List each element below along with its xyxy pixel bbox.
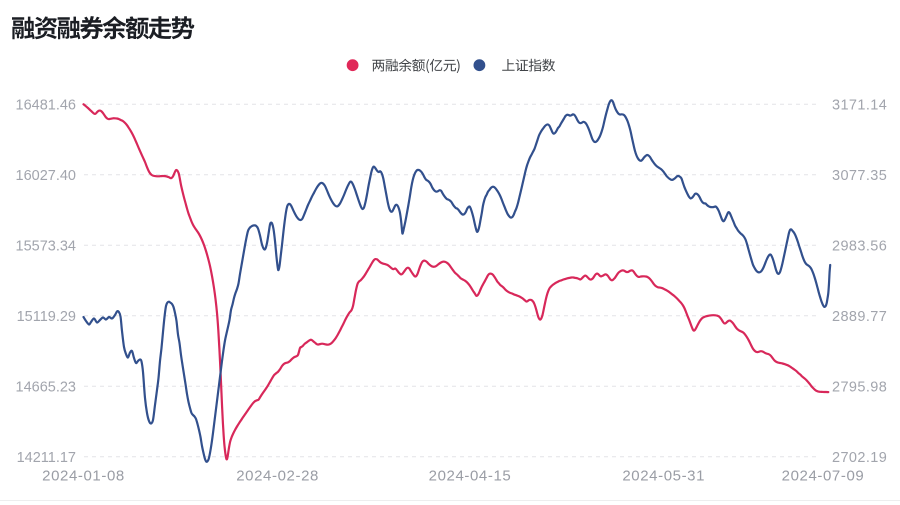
svg-text:14665.23: 14665.23 (16, 380, 76, 396)
svg-text:15573.34: 15573.34 (16, 239, 76, 255)
svg-text:16027.40: 16027.40 (16, 168, 76, 184)
svg-text:15119.29: 15119.29 (17, 309, 76, 325)
svg-text:16481.46: 16481.46 (16, 98, 76, 114)
svg-text:2024-07-09: 2024-07-09 (782, 468, 865, 485)
svg-text:3077.35: 3077.35 (832, 168, 887, 184)
svg-text:2024-05-31: 2024-05-31 (622, 468, 705, 485)
svg-text:2983.56: 2983.56 (832, 239, 887, 255)
svg-text:2889.77: 2889.77 (832, 309, 887, 325)
svg-text:3171.14: 3171.14 (832, 98, 887, 114)
svg-text:2024-02-28: 2024-02-28 (236, 468, 319, 485)
svg-text:2024-01-08: 2024-01-08 (42, 468, 125, 485)
svg-text:2795.98: 2795.98 (832, 380, 887, 396)
svg-text:14211.17: 14211.17 (17, 450, 76, 466)
svg-text:2702.19: 2702.19 (832, 450, 887, 466)
svg-text:2024-04-15: 2024-04-15 (429, 468, 512, 485)
